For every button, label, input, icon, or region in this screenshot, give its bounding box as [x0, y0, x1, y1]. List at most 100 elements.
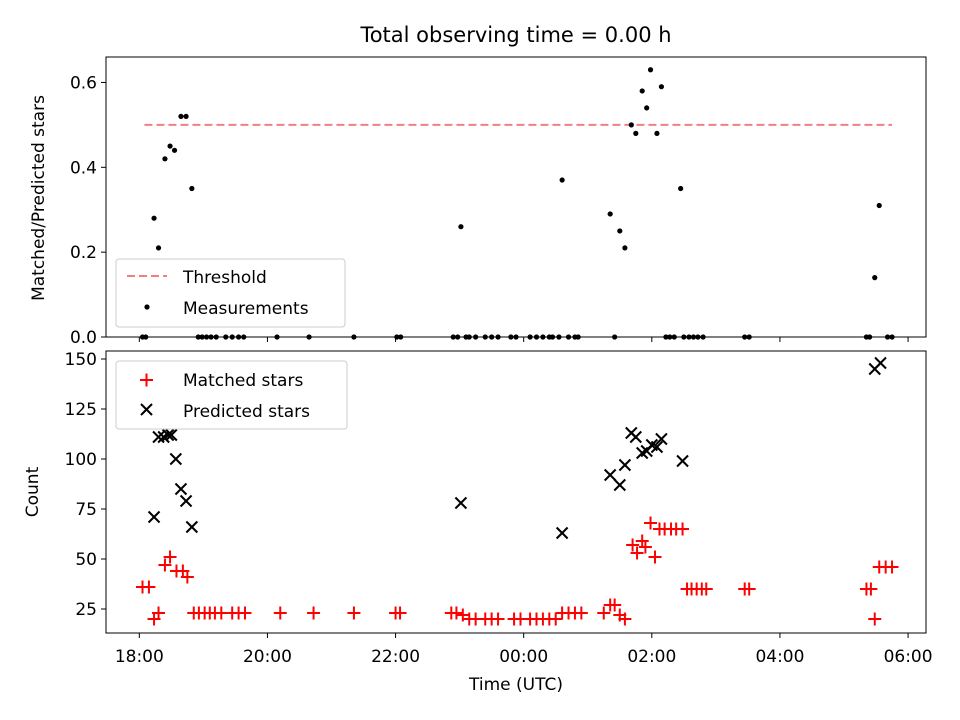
- predicted-star-point: [169, 452, 183, 466]
- matched-star-point: [347, 606, 361, 620]
- matched-star-point: [635, 534, 649, 548]
- ratio-y-axis-label: Matched/Predicted stars: [29, 95, 49, 301]
- measurement-point: [628, 122, 634, 128]
- measurement-point: [458, 224, 464, 230]
- matched-star-point: [180, 570, 194, 584]
- predicted-star-point: [874, 356, 887, 370]
- count-y-axis-label: Count: [23, 466, 43, 517]
- matched-star-point: [626, 538, 640, 552]
- legend-predicted-swatch: [140, 403, 153, 416]
- matched-star-point: [742, 582, 756, 596]
- measurement-point: [617, 228, 623, 234]
- legend-matched-label: Matched stars: [183, 371, 303, 391]
- matched-star-point: [549, 612, 563, 626]
- count-y-tick-label: 25: [75, 600, 97, 620]
- x-axis-label: Time (UTC): [468, 675, 563, 695]
- ratio-axes-frame: [105, 56, 927, 338]
- matched-star-point: [597, 606, 611, 620]
- measurement-point: [639, 88, 645, 94]
- ratio-axis-ticks: 0.0 0.2 0.4 0.6: [70, 73, 909, 348]
- predicted-star-point: [603, 468, 617, 482]
- matched-star-point: [618, 612, 632, 626]
- ratio-legend: Threshold Measurements: [115, 258, 346, 328]
- ratio-y-tick-label: 0.2: [70, 243, 97, 263]
- ratio-legend-frame: [115, 258, 346, 328]
- count-panel: Count Time (UTC) 25 50 75 100 125 150 18:00 20:…: [23, 350, 933, 695]
- count-y-tick-label: 125: [65, 400, 97, 420]
- count-y-tick-label: 150: [65, 350, 97, 370]
- matched-star-point: [864, 582, 878, 596]
- predicted-star-point: [655, 432, 668, 446]
- x-tick-label: 20:00: [243, 647, 292, 667]
- predicted-star-point: [161, 428, 175, 442]
- predicted-star-point: [179, 494, 193, 508]
- measurement-point: [607, 211, 613, 217]
- legend-matched-swatch: [140, 373, 153, 387]
- matched-star-point: [638, 540, 652, 554]
- measurement-point: [189, 185, 195, 192]
- matched-star-point: [158, 558, 172, 572]
- measurement-point: [872, 275, 878, 281]
- predicted-star-point: [165, 428, 178, 442]
- legend-threshold-label: Threshold: [182, 268, 267, 288]
- predicted-star-point: [174, 482, 188, 496]
- matched-star-point: [393, 606, 407, 620]
- measurement-point: [151, 215, 157, 221]
- x-tick-label: 06:00: [884, 647, 933, 667]
- count-plot-area: [136, 356, 899, 626]
- count-y-tick-label: 100: [65, 450, 97, 470]
- x-tick-label: 18:00: [115, 647, 164, 667]
- count-axes-frame: [105, 350, 927, 634]
- x-tick-label: 22:00: [371, 647, 420, 667]
- matched-star-point: [644, 516, 658, 530]
- measurement-point: [647, 67, 654, 73]
- measurement-point: [633, 130, 639, 136]
- predicted-star-point: [454, 496, 468, 510]
- predicted-star-point: [629, 430, 643, 444]
- measurement-point: [183, 113, 189, 119]
- predicted-star-point: [147, 510, 161, 524]
- matched-star-point: [238, 606, 252, 620]
- measurement-point: [658, 84, 665, 90]
- predicted-star-point: [618, 458, 632, 472]
- chart-title: Total observing time = 0.00 h: [359, 23, 671, 47]
- measurement-point: [167, 143, 173, 149]
- measurement-point: [155, 245, 162, 251]
- measurement-point: [171, 147, 178, 153]
- matched-star-point: [491, 612, 505, 626]
- matched-star-point: [574, 606, 588, 620]
- matched-star-point: [307, 606, 321, 620]
- matched-star-point: [163, 550, 177, 564]
- matched-star-point: [273, 606, 287, 620]
- count-y-tick-label: 50: [75, 550, 97, 570]
- matched-star-point: [676, 522, 690, 536]
- matched-star-point: [630, 546, 644, 560]
- predicted-star-point: [152, 430, 165, 444]
- legend-predicted-label: Predicted stars: [183, 402, 310, 422]
- measurement-point: [162, 156, 168, 162]
- measurement-point: [876, 202, 882, 209]
- ratio-panel: Total observing time = 0.00 h Matched/Pr…: [29, 23, 927, 348]
- matched-star-point: [152, 606, 166, 620]
- x-tick-label: 00:00: [499, 647, 548, 667]
- ratio-y-tick-label: 0.0: [70, 328, 97, 348]
- count-y-tick-label: 75: [75, 500, 97, 520]
- predicted-star-point: [676, 454, 689, 468]
- measurement-point: [559, 177, 565, 183]
- matched-star-point: [699, 582, 713, 596]
- matched-star-point: [648, 550, 662, 564]
- measurement-point: [622, 245, 628, 251]
- matched-star-point: [885, 560, 899, 574]
- legend-measurements-swatch: [144, 304, 150, 310]
- x-tick-label: 02:00: [627, 647, 676, 667]
- predicted-star-point: [185, 520, 199, 534]
- count-axis-ticks: 25 50 75 100 125 150 18:00 20:00 22:00 00:00 02:00…: [65, 350, 933, 667]
- ratio-y-tick-label: 0.6: [70, 73, 97, 93]
- measurement-point: [654, 130, 660, 136]
- predicted-star-point: [613, 478, 626, 492]
- ratio-y-tick-label: 0.4: [70, 158, 97, 178]
- matched-star-point: [214, 606, 228, 620]
- legend-measurements-label: Measurements: [183, 299, 309, 319]
